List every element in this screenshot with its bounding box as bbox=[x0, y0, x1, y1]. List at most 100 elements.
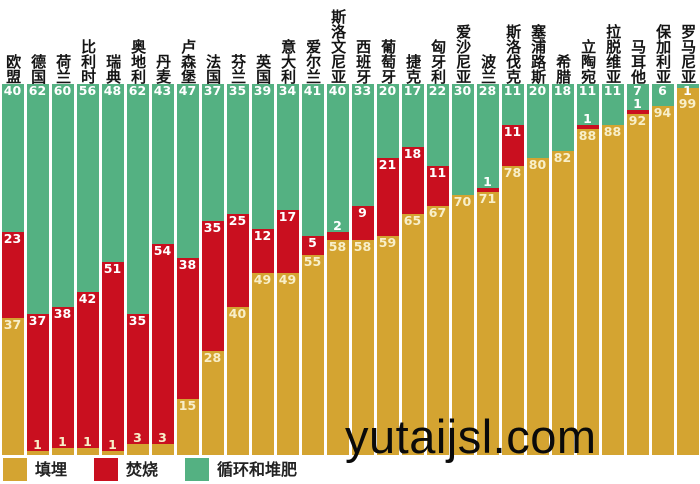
segment-recycle bbox=[126, 84, 149, 315]
country-label: 爱尔兰 bbox=[304, 39, 323, 84]
chart-column: 德国 62 37 1 bbox=[25, 0, 50, 455]
segment-recycle bbox=[376, 84, 399, 159]
country-label: 斯洛文尼亚 bbox=[329, 9, 348, 84]
stacked-bar: 20 21 59 bbox=[376, 84, 399, 455]
country-label: 希腊 bbox=[554, 54, 573, 84]
segment-value-incinerate: 42 bbox=[78, 290, 97, 306]
country-label: 德国 bbox=[29, 54, 48, 84]
country-label: 塞浦路斯 bbox=[529, 24, 548, 84]
segment-recycle bbox=[601, 84, 624, 125]
segment-landfill bbox=[576, 128, 599, 455]
segment-value-recycle: 41 bbox=[303, 83, 322, 98]
segment-recycle bbox=[451, 84, 474, 196]
segment-recycle bbox=[501, 84, 524, 125]
chart-column: 爱尔兰 41 5 55 bbox=[300, 0, 325, 455]
segment-incinerate bbox=[351, 206, 374, 240]
segment-value-incinerate: 2 bbox=[333, 218, 342, 234]
segment-value-incinerate: 18 bbox=[403, 146, 422, 162]
chart-column: 爱沙尼亚 30 70 bbox=[450, 0, 475, 455]
chart-column: 斯洛文尼亚 40 2 58 bbox=[325, 0, 350, 455]
chart-column: 比利时 56 42 1 bbox=[75, 0, 100, 455]
country-label-area: 罗马尼亚 bbox=[677, 0, 699, 84]
country-label: 欧盟 bbox=[4, 54, 23, 84]
chart-column: 奥地利 62 35 3 bbox=[125, 0, 150, 455]
segment-landfill bbox=[301, 254, 324, 455]
chart-column: 捷克 17 18 65 bbox=[400, 0, 425, 455]
segment-incinerate bbox=[251, 228, 274, 274]
segment-value-landfill: 1 bbox=[108, 437, 117, 453]
segment-incinerate bbox=[126, 314, 149, 444]
stacked-bar: 35 25 40 bbox=[226, 84, 249, 455]
country-label-area: 立陶宛 bbox=[577, 0, 599, 84]
segment-recycle bbox=[176, 84, 199, 259]
country-label-area: 欧盟 bbox=[2, 0, 24, 84]
segment-incinerate bbox=[401, 147, 424, 214]
segment-value-recycle: 56 bbox=[78, 83, 97, 98]
stacked-bar: 20 80 bbox=[526, 84, 549, 455]
segment-value-recycle: 1 bbox=[683, 83, 692, 98]
segment-landfill bbox=[126, 443, 149, 455]
segment-landfill bbox=[626, 113, 649, 455]
stacked-bar: 40 23 37 bbox=[1, 84, 24, 455]
stacked-bar: 39 12 49 bbox=[251, 84, 274, 455]
segment-value-landfill: 15 bbox=[178, 398, 197, 414]
chart-column: 波兰 28 1 71 bbox=[475, 0, 500, 455]
chart-column: 罗马尼亚 1 99 bbox=[675, 0, 700, 455]
chart-column: 拉脱维亚 11 88 bbox=[600, 0, 625, 455]
country-label-area: 意大利 bbox=[277, 0, 299, 84]
segment-recycle bbox=[51, 84, 74, 307]
stacked-bar: 6 94 bbox=[651, 84, 674, 455]
segment-value-incinerate: 17 bbox=[278, 209, 297, 225]
segment-landfill bbox=[226, 306, 249, 455]
chart-column: 丹麦 43 54 3 bbox=[150, 0, 175, 455]
country-label-area: 芬兰 bbox=[227, 0, 249, 84]
legend-label: 循环和堆肥 bbox=[217, 459, 298, 479]
segment-landfill bbox=[51, 447, 74, 455]
segment-value-landfill: 94 bbox=[653, 105, 672, 121]
segment-value-recycle: 20 bbox=[528, 83, 547, 98]
segment-recycle bbox=[401, 84, 424, 148]
chart-column: 立陶宛 11 1 88 bbox=[575, 0, 600, 455]
segment-value-incinerate: 11 bbox=[503, 123, 522, 139]
country-label-area: 荷兰 bbox=[52, 0, 74, 84]
country-label-area: 西班牙 bbox=[352, 0, 374, 84]
segment-value-incinerate: 54 bbox=[153, 242, 172, 258]
country-label: 立陶宛 bbox=[579, 39, 598, 84]
segment-recycle bbox=[151, 84, 174, 244]
segment-recycle bbox=[676, 84, 699, 88]
segment-value-incinerate: 38 bbox=[53, 305, 72, 321]
country-label: 匈牙利 bbox=[429, 39, 448, 84]
stacked-bar: 37 35 28 bbox=[201, 84, 224, 455]
segment-value-recycle: 17 bbox=[403, 83, 422, 98]
country-label: 卢森堡 bbox=[179, 39, 198, 84]
chart-column: 芬兰 35 25 40 bbox=[225, 0, 250, 455]
country-label: 奥地利 bbox=[129, 39, 148, 84]
segment-value-landfill: 65 bbox=[403, 212, 422, 228]
stacked-bar: 17 18 65 bbox=[401, 84, 424, 455]
segment-landfill bbox=[251, 273, 274, 455]
segment-value-landfill: 1 bbox=[58, 433, 67, 449]
chart-column: 瑞典 48 51 1 bbox=[100, 0, 125, 455]
chart-column: 欧盟 40 23 37 bbox=[0, 0, 25, 455]
country-label: 波兰 bbox=[479, 54, 498, 84]
segment-value-incinerate: 1 bbox=[633, 96, 642, 111]
stacked-bar: 30 70 bbox=[451, 84, 474, 455]
segment-value-recycle: 11 bbox=[603, 83, 622, 98]
stacked-bar: 62 37 1 bbox=[26, 84, 49, 455]
stacked-bar: 41 5 55 bbox=[301, 84, 324, 455]
country-label-area: 比利时 bbox=[77, 0, 99, 84]
country-label: 法国 bbox=[204, 54, 223, 84]
stacked-bar: 48 51 1 bbox=[101, 84, 124, 455]
segment-value-recycle: 40 bbox=[3, 83, 22, 98]
chart-column: 希腊 18 82 bbox=[550, 0, 575, 455]
segment-value-landfill: 70 bbox=[453, 194, 472, 210]
segment-value-recycle: 20 bbox=[378, 83, 397, 98]
segment-value-incinerate: 51 bbox=[103, 261, 122, 277]
segment-landfill bbox=[176, 399, 199, 455]
country-label-area: 斯洛文尼亚 bbox=[327, 0, 349, 84]
segment-landfill bbox=[651, 106, 674, 455]
segment-value-landfill: 3 bbox=[158, 429, 167, 445]
legend-label: 焚烧 bbox=[126, 459, 159, 479]
segment-landfill bbox=[76, 447, 99, 455]
